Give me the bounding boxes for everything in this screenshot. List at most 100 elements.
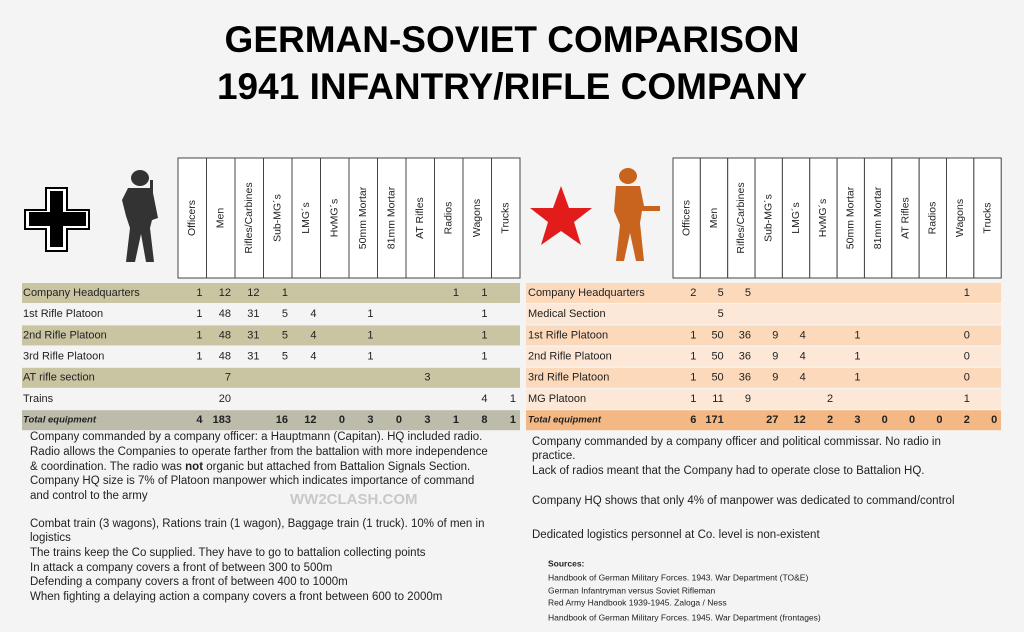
cell-value: 1	[196, 308, 202, 320]
row-background	[22, 346, 520, 367]
cell-value: 48	[219, 329, 231, 341]
row-label: Medical Section	[528, 308, 606, 320]
cell-value: 12	[247, 287, 259, 299]
column-header: AT Rifles	[414, 197, 426, 239]
watermark: WW2CLASH.COM	[290, 491, 418, 508]
cell-value: 2	[827, 393, 833, 405]
column-header-box	[699, 157, 729, 279]
column-header: 50mm Mortar	[357, 186, 369, 249]
source-item: Handbook of German Military Forces. 1945…	[548, 612, 821, 622]
column-header: Radios	[927, 202, 939, 235]
cell-value: 31	[247, 308, 259, 320]
row-background	[22, 367, 520, 388]
soviet-star	[530, 186, 592, 245]
cell-value: 1	[964, 287, 970, 299]
column-header: Rifles/Carbines	[735, 182, 747, 253]
column-header: Sub-MG´s	[272, 194, 284, 242]
cell-value: 4	[310, 308, 316, 320]
source-item: German Infantryman versus Soviet Riflema…	[548, 585, 716, 595]
column-header: HvMG´s	[817, 199, 829, 238]
cell-value: 1	[367, 329, 373, 341]
note-text: & coordination. The radio was	[30, 461, 185, 473]
row-background	[526, 346, 1001, 367]
note-text: Combat train (3 wagons), Rations train (…	[30, 518, 484, 530]
cell-value: 4	[310, 329, 316, 341]
column-header-box	[177, 157, 207, 279]
cell-value: 20	[219, 393, 231, 405]
column-header: LMG´s	[790, 202, 802, 234]
cell-value: 0	[991, 414, 997, 426]
cell-value: 36	[739, 329, 751, 341]
column-header-box	[781, 157, 811, 279]
cell-value: 1	[854, 372, 860, 384]
column-header: Wagons	[471, 199, 483, 237]
row-background	[526, 410, 1001, 431]
row-label: MG Platoon	[528, 393, 586, 405]
row-label: 2nd Rifle Platoon	[23, 329, 107, 341]
note-text: In attack a company covers a front of be…	[30, 562, 332, 574]
cell-value: 36	[739, 372, 751, 384]
cell-value: 0	[909, 414, 915, 426]
column-header-box	[291, 157, 321, 279]
cell-value: 4	[800, 372, 806, 384]
cell-value: 4	[481, 393, 487, 405]
column-header-box	[405, 157, 435, 279]
note-line: Company commanded by a company officer: …	[30, 431, 482, 443]
cell-value: 3	[424, 414, 430, 426]
cell-value: 9	[772, 372, 778, 384]
note-text: Company commanded by a company officer: …	[30, 431, 482, 443]
cell-value: 0	[964, 351, 970, 363]
cell-value: 1	[510, 393, 516, 405]
cell-value: 0	[339, 414, 345, 426]
column-header-box	[234, 157, 264, 279]
cell-value: 1	[481, 351, 487, 363]
cell-value: 1	[854, 329, 860, 341]
cell-value: 5	[718, 287, 724, 299]
row-background	[22, 283, 520, 303]
row-label: Total equipment	[528, 415, 602, 426]
note-text: Company commanded by a company officer a…	[532, 436, 941, 448]
row-background	[526, 389, 1001, 409]
cell-value: 31	[247, 329, 259, 341]
column-header: 81mm Mortar	[872, 186, 884, 249]
cell-value: 3	[424, 372, 430, 384]
row-background	[22, 325, 520, 346]
note-line: The trains keep the Co supplied. They ha…	[30, 547, 426, 559]
column-header-box	[672, 157, 701, 279]
column-header: Officers	[186, 200, 198, 236]
row-label: AT rifle section	[23, 372, 95, 384]
note-text: Radio allows the Companies to operate fa…	[30, 446, 488, 458]
cell-value: 5	[282, 308, 288, 320]
note-text: organic but attached from Battalion Sign…	[203, 461, 470, 473]
note-line: and control to the army	[30, 490, 148, 502]
cell-value: 1	[481, 329, 487, 341]
column-header-box	[946, 157, 975, 279]
row-background	[526, 304, 1001, 325]
cell-value: 31	[247, 351, 259, 363]
cell-value: 9	[772, 329, 778, 341]
cell-value: 4	[800, 329, 806, 341]
note-line: Company HQ size is 7% of Platoon manpowe…	[30, 475, 474, 487]
cell-value: 1	[964, 393, 970, 405]
cell-value: 171	[705, 414, 723, 426]
cell-value: 7	[225, 372, 231, 384]
cell-value: 1	[854, 351, 860, 363]
source-item: Handbook of German Military Forces. 1943…	[548, 572, 808, 582]
column-header: 81mm Mortar	[386, 186, 398, 249]
note-line: Defending a company covers a front of be…	[30, 576, 348, 588]
cell-value: 48	[219, 308, 231, 320]
cell-value: 1	[690, 329, 696, 341]
note-line: Company commanded by a company officer a…	[532, 436, 941, 448]
row-label: 3rd Rifle Platoon	[528, 372, 609, 384]
column-header-box	[206, 157, 236, 279]
cell-value: 50	[711, 372, 723, 384]
cell-value: 8	[481, 414, 487, 426]
cell-value: 2	[964, 414, 970, 426]
cell-value: 4	[800, 351, 806, 363]
cell-value: 1	[690, 393, 696, 405]
column-header: LMG´s	[300, 202, 312, 234]
column-header-box	[348, 157, 378, 279]
note-line: Company HQ shows that only 4% of manpowe…	[532, 495, 955, 507]
cell-value: 1	[510, 414, 516, 426]
note-text: practice.	[532, 450, 575, 462]
